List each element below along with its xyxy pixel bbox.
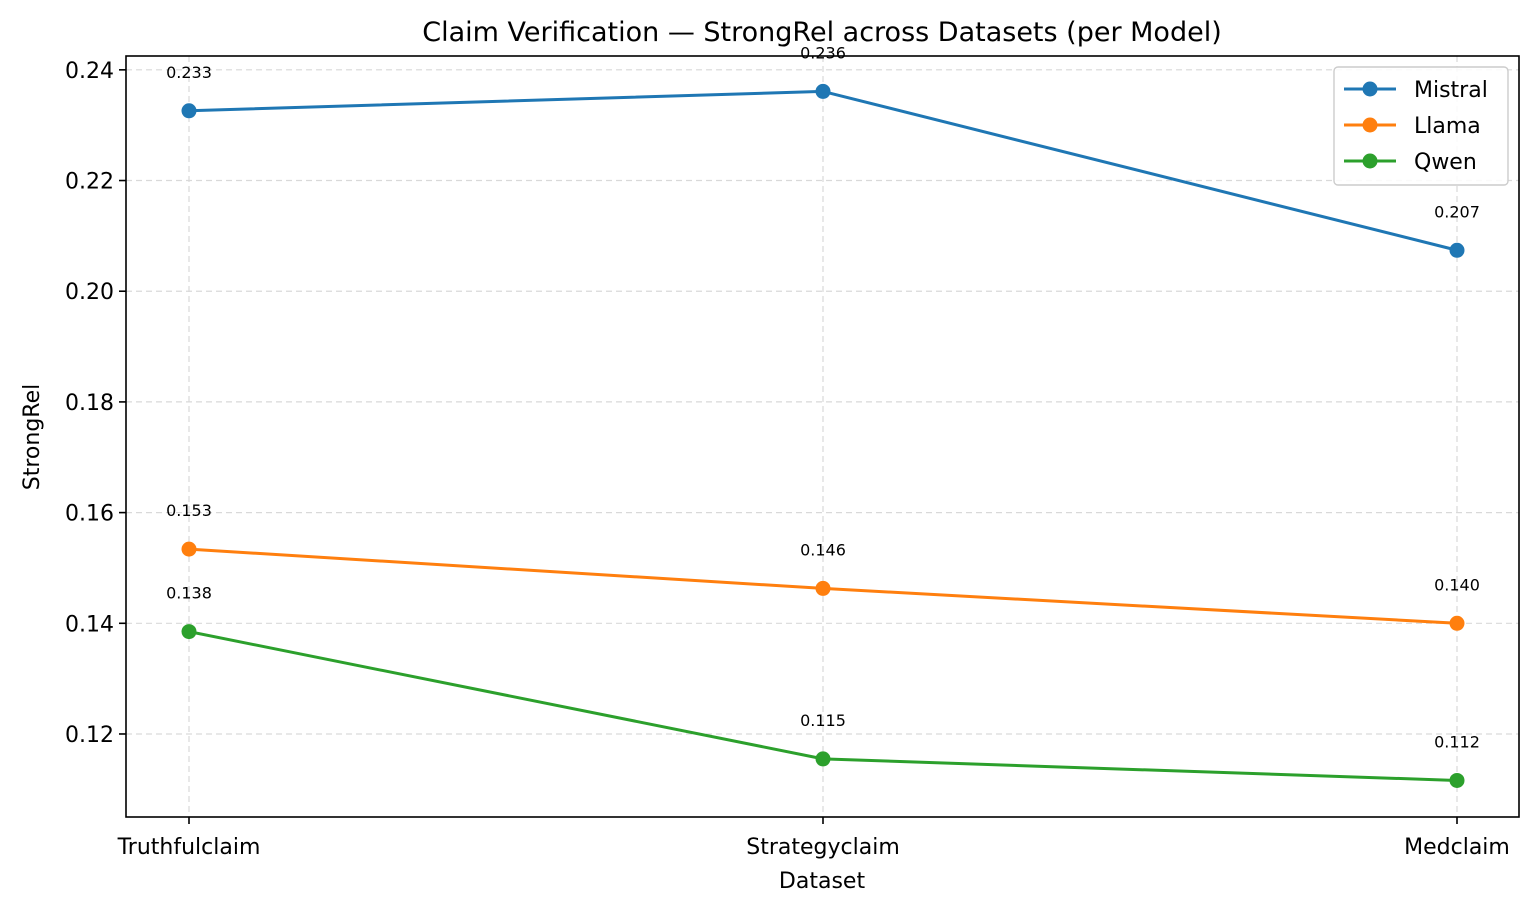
axes: 0.12 0.14 0.16 0.18 0.20 0.22 0.24 Truthfulclai… [65,59,1510,860]
data-label-mistral: 0.236 [800,43,846,62]
grid [126,56,1519,817]
x-axis-label: Dataset [779,869,866,894]
legend-marker-mistral [1362,81,1378,97]
y-tick-label: 0.20 [65,280,114,305]
legend-marker-llama [1362,117,1378,133]
data-point-llama [181,541,197,557]
legend: Mistral Llama Qwen [1333,66,1509,186]
data-label-llama: 0.153 [166,501,212,520]
data-label-qwen: 0.112 [1434,732,1480,751]
data-point-llama [1449,615,1465,631]
x-tick-label: Strategyclaim [746,835,900,860]
data-point-qwen [1449,772,1465,788]
y-tick-label: 0.14 [65,612,114,637]
data-point-mistral [815,83,831,99]
data-point-qwen [815,751,831,767]
legend-box [1333,66,1509,186]
data-point-mistral [1449,242,1465,258]
data-point-qwen [181,624,197,640]
y-tick-label: 0.22 [65,170,114,195]
data-label-qwen: 0.138 [166,584,212,603]
y-tick-label: 0.12 [65,723,114,748]
legend-label-qwen: Qwen [1414,150,1477,175]
data-label-mistral: 0.207 [1434,202,1480,221]
legend-label-llama: Llama [1414,114,1481,139]
data-labels: 0.233 0.236 0.207 0.153 0.146 0.140 0.138 0.115… [166,43,1480,751]
series-layer [181,83,1465,788]
legend-label-mistral: Mistral [1414,78,1488,103]
y-axis-label: StrongRel [20,384,45,490]
data-label-mistral: 0.233 [166,63,212,82]
y-tick-label: 0.16 [65,502,114,527]
chart-title: Claim Verification — StrongRel across Da… [422,17,1221,48]
data-label-llama: 0.146 [800,540,846,559]
x-tick-label: Medclaim [1404,835,1510,860]
data-point-llama [815,580,831,596]
data-label-llama: 0.140 [1434,575,1480,594]
legend-marker-qwen [1362,153,1378,169]
y-tick-label: 0.24 [65,59,114,84]
y-tick-label: 0.18 [65,391,114,416]
data-label-qwen: 0.115 [800,711,846,730]
x-tick-label: Truthfulclaim [117,835,261,860]
data-point-mistral [181,103,197,119]
